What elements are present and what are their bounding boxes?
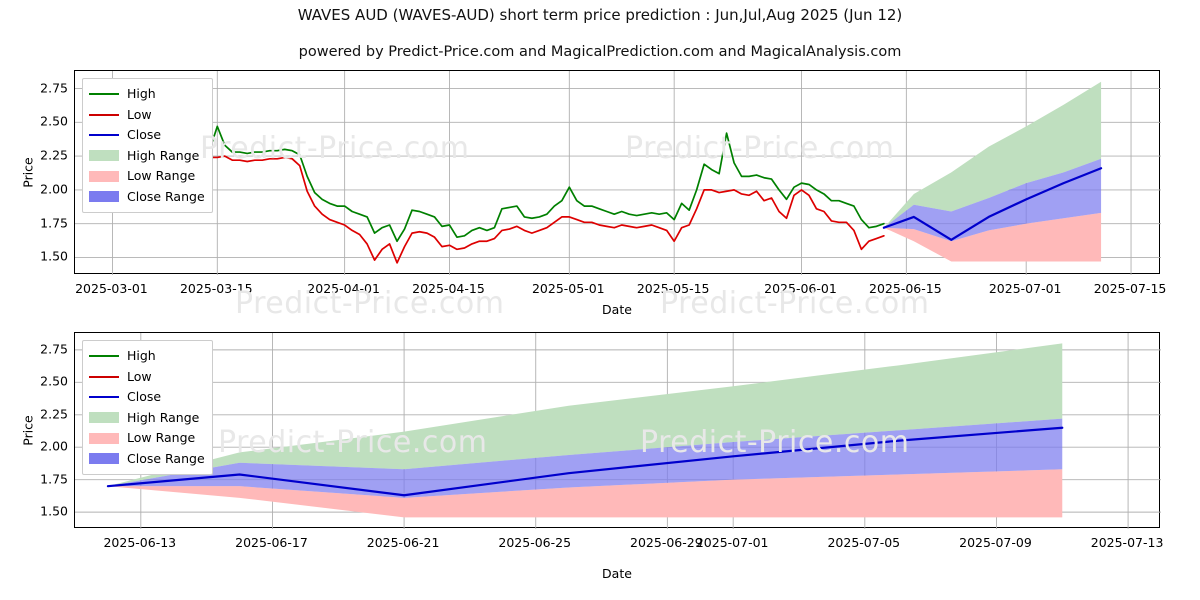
legend-item-label: Low Range <box>127 168 196 183</box>
x-tick-label: 2025-03-15 <box>179 281 253 296</box>
legend-item-close: Close <box>89 125 205 146</box>
legend-item-low-range: Low Range <box>89 166 205 187</box>
x-tick-label: 2025-05-01 <box>531 281 605 296</box>
legend-item-close: Close <box>89 387 205 408</box>
y-tick-label: 2.25 <box>40 406 68 422</box>
legend-item-label: Close <box>127 389 162 404</box>
forecast-detail-chart-axes <box>74 332 1161 529</box>
legend-item-high-range: High Range <box>89 146 205 167</box>
figure-subtitle: powered by Predict-Price.com and Magical… <box>298 44 902 60</box>
legend-swatch-patch-icon <box>89 432 119 444</box>
y-tick-label: 1.75 <box>40 471 68 487</box>
legend-item-label: Low <box>127 368 152 384</box>
legend-swatch-line-icon <box>89 391 119 403</box>
legend-item-label: High <box>127 86 156 101</box>
legend-item-low: Low <box>89 105 205 126</box>
legend-item-label: Close Range <box>127 188 205 204</box>
x-tick-label: 2025-07-01 <box>988 281 1062 296</box>
y-tick-label: 2.50 <box>40 113 68 129</box>
x-tick-label: 2025-05-15 <box>636 281 710 296</box>
x-tick-label: 2025-06-15 <box>869 281 942 296</box>
overview-legend: High Low Close High Range Low Range Close Ran… <box>82 78 213 213</box>
legend-swatch-line-icon <box>89 371 119 383</box>
x-tick-label: 2025-07-09 <box>959 535 1032 550</box>
x-tick-label: 2025-06-13 <box>103 535 177 550</box>
overview-chart-axes <box>74 70 1161 275</box>
x-tick-label: 2025-04-01 <box>307 281 380 296</box>
x-tick-label: 2025-06-29 <box>630 535 703 550</box>
legend-swatch-patch-icon <box>89 170 119 182</box>
detail-legend: High Low Close High Range Low Range Close Ran… <box>82 340 213 475</box>
legend-swatch-patch-icon <box>89 453 119 465</box>
legend-item-high: High <box>89 84 205 105</box>
legend-item-label: High Range <box>127 147 200 163</box>
x-tick-label: 2025-06-21 <box>366 535 440 550</box>
y-tick-label: 1.50 <box>40 248 68 264</box>
legend-item-label: High Range <box>127 409 200 425</box>
x-tick-label: 2025-07-15 <box>1093 281 1167 296</box>
legend-item-low: Low <box>89 367 205 388</box>
y-tick-label: 2.00 <box>40 438 68 454</box>
x-tick-label: 2025-06-17 <box>235 535 308 550</box>
legend-swatch-line-icon <box>89 129 119 141</box>
legend-swatch-line-icon <box>89 350 119 362</box>
legend-item-label: Low Range <box>127 430 196 445</box>
x-tick-label: 2025-04-15 <box>412 281 485 296</box>
legend-item-label: Close <box>127 127 162 142</box>
x-tick-label: 2025-06-01 <box>764 281 837 296</box>
legend-swatch-line-icon <box>89 109 119 121</box>
x-tick-label: 2025-07-01 <box>695 535 769 550</box>
y-tick-label: 2.00 <box>40 181 68 197</box>
legend-item-close-range: Close Range <box>89 449 205 470</box>
detail-x-axis-label: Date <box>602 566 632 581</box>
figure-title: WAVES AUD (WAVES-AUD) short term price p… <box>297 6 903 24</box>
legend-swatch-line-icon <box>89 88 119 100</box>
y-tick-label: 2.75 <box>40 341 68 357</box>
x-tick-label: 2025-06-25 <box>498 535 572 550</box>
legend-item-high: High <box>89 346 205 367</box>
legend-item-label: Low <box>127 106 152 122</box>
overview-x-axis-label: Date <box>602 302 632 317</box>
legend-item-high-range: High Range <box>89 408 205 429</box>
x-tick-label: 2025-03-01 <box>75 281 148 296</box>
legend-item-low-range: Low Range <box>89 428 205 449</box>
legend-item-label: High <box>127 348 156 363</box>
legend-swatch-patch-icon <box>89 191 119 203</box>
legend-item-close-range: Close Range <box>89 187 205 208</box>
legend-item-label: Close Range <box>127 450 205 466</box>
y-tick-label: 2.25 <box>40 147 68 163</box>
y-tick-label: 1.50 <box>40 503 68 519</box>
x-tick-label: 2025-07-05 <box>827 535 901 550</box>
x-tick-label: 2025-07-13 <box>1090 535 1164 550</box>
legend-swatch-patch-icon <box>89 150 119 162</box>
y-tick-label: 1.75 <box>40 215 68 231</box>
y-tick-label: 2.75 <box>40 80 68 96</box>
y-tick-label: 2.50 <box>40 373 68 389</box>
legend-swatch-patch-icon <box>89 412 119 424</box>
